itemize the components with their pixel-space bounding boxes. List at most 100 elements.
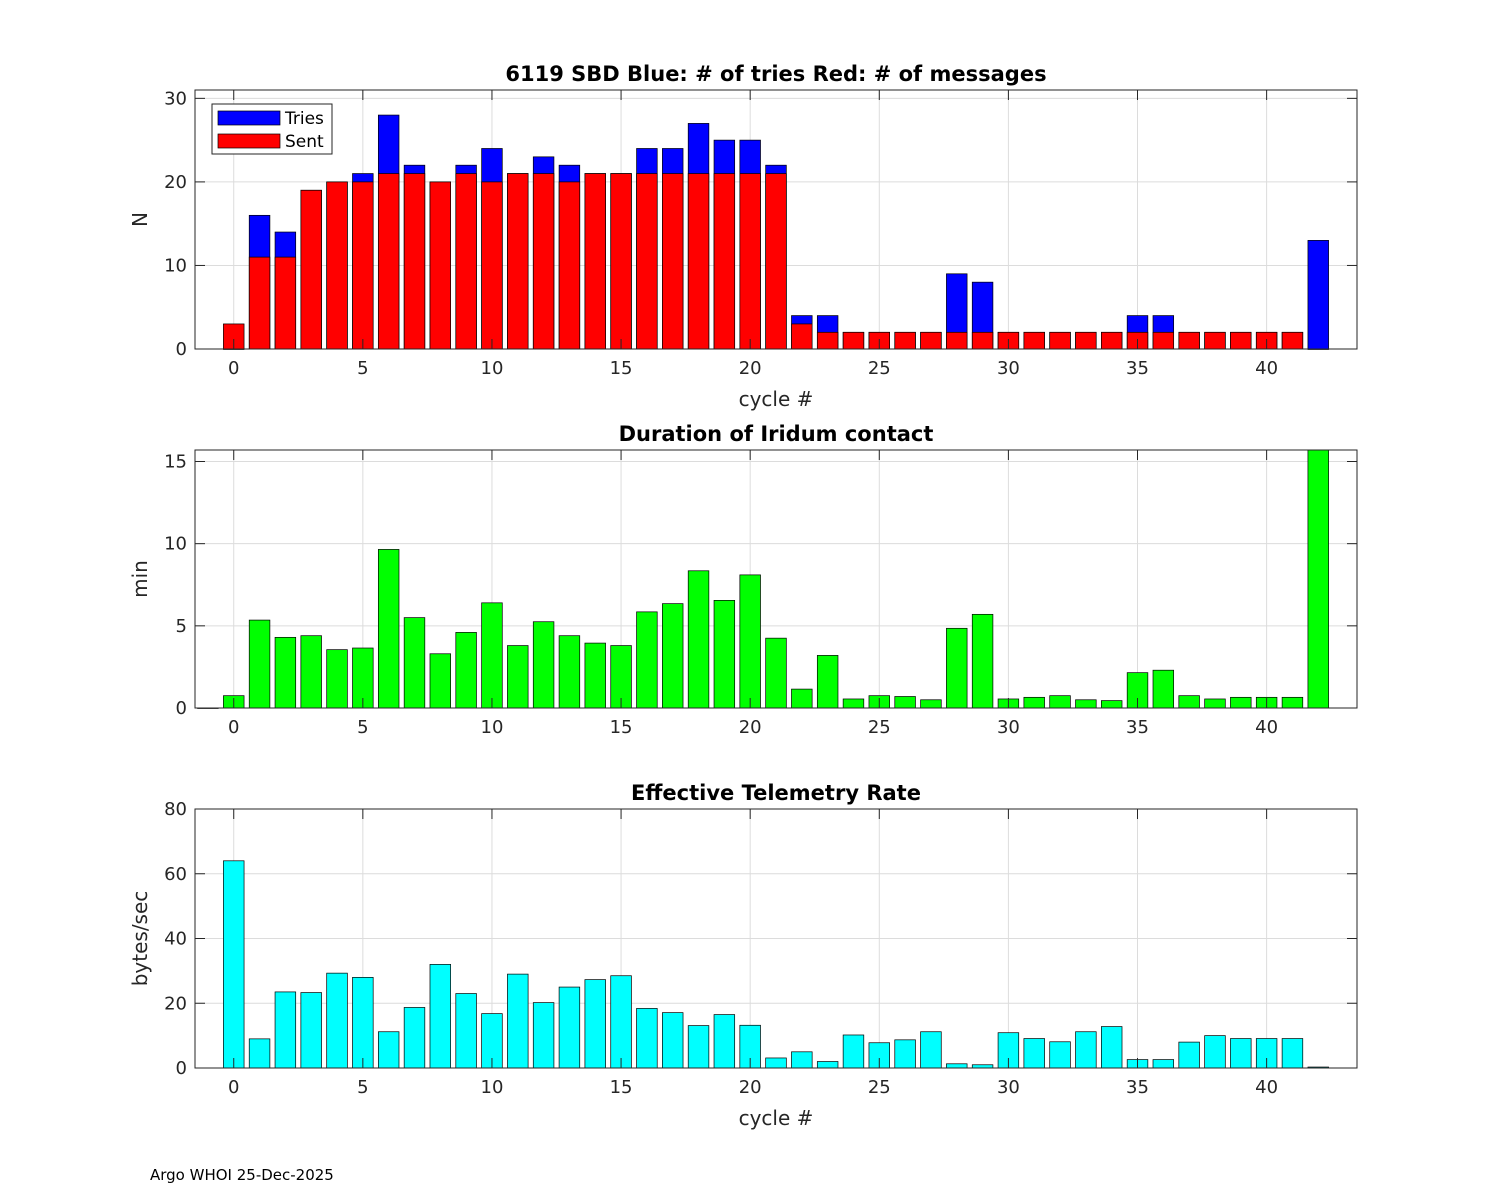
legend-label: Tries [284,109,324,129]
subplot-1: 0 5 10 15 20 25 30 35 40 0 10 20 30 6119 SBD Blue: # … [128,62,1358,411]
x-tick-label: 35 [1126,1077,1149,1098]
bar-duration [403,617,426,709]
x-axis-label: cycle # [739,1106,814,1130]
x-axis-label: cycle # [739,387,814,411]
x-tick-label: 40 [1255,358,1278,379]
bar-sent [403,173,426,350]
bar-duration [894,696,916,709]
bar-rate [532,1002,555,1069]
bar-duration [248,619,271,709]
bar-sent [1101,331,1123,350]
bar-sent [1023,331,1045,350]
bar-sent [920,331,942,350]
x-tick-label: 35 [1126,358,1149,379]
bar-rate [403,1007,426,1069]
bar-rate [636,1008,658,1069]
bar-sent [1281,331,1304,350]
x-tick-label: 0 [228,1077,239,1098]
bar-rate [455,993,477,1069]
bar-sent [300,189,322,350]
bar-sent [1204,331,1226,350]
bar-rate [274,991,297,1069]
bar-rate [791,1051,813,1069]
x-tick-label: 10 [481,1077,504,1098]
bar-rate [584,979,606,1069]
bar-duration [713,600,736,709]
bar-rate [610,975,632,1069]
bar-rate [1101,1026,1123,1069]
bar-sent [248,256,271,350]
bar-rate [326,972,348,1069]
y-tick-label: 20 [164,172,187,193]
legend-swatch [217,110,281,126]
bar-sent [377,173,400,350]
bar-duration [274,636,297,709]
bar-duration [1075,699,1097,709]
x-tick-label: 0 [228,358,239,379]
y-tick-label: 15 [164,452,187,473]
x-tick-label: 30 [997,717,1020,738]
bar-duration [636,611,658,709]
bar-duration [1023,696,1045,709]
bar-duration [1281,696,1304,709]
bar-duration [1204,698,1226,709]
bar-duration [1307,449,1329,709]
chart-title: Duration of Iridum contact [619,422,934,446]
bar-duration [1101,700,1123,709]
bar-duration [842,698,865,709]
bar-duration [584,642,606,709]
bar-sent [584,173,606,350]
chart-title: Effective Telemetry Rate [631,781,921,805]
bar-sent [842,331,865,350]
bar-sent [662,173,684,350]
y-tick-label: 60 [164,864,187,885]
bar-rate [507,973,529,1069]
bar-duration [429,653,451,709]
bar-rate [713,1014,736,1069]
bar-duration [532,621,555,709]
bar-sent [352,181,374,350]
bar-sent [1178,331,1200,350]
bar-duration [1049,695,1071,709]
bar-sent [1152,331,1175,350]
y-tick-label: 20 [164,993,187,1014]
bar-sent [610,173,632,350]
subplot-3: 0 5 10 15 20 25 30 35 40 0 20 40 60 80 Effective Telem… [128,781,1358,1130]
y-tick-label: 40 [164,929,187,950]
bar-sent [765,173,787,350]
bar-sent [274,256,297,350]
x-tick-label: 30 [997,1077,1020,1098]
bar-duration [1230,696,1252,709]
x-tick-label: 20 [739,358,762,379]
bar-duration [971,613,994,709]
x-tick-label: 15 [610,1077,633,1098]
footer-note: Argo WHOI 25-Dec-2025 [150,1166,334,1184]
bar-sent [894,331,916,350]
bar-duration [739,574,761,709]
bar-sent [791,323,813,350]
bar-rate [920,1031,942,1069]
bar-duration [1152,669,1175,709]
y-axis-label: N [128,212,152,227]
bar-rate [429,964,451,1069]
y-tick-label: 10 [164,534,187,555]
bar-sent [636,173,658,350]
legend-swatch [217,133,281,149]
x-tick-label: 40 [1255,717,1278,738]
bar-duration [558,635,581,709]
bar-rate [300,992,322,1069]
y-axis-label: min [128,560,152,598]
bar-rate [1049,1041,1071,1069]
bar-rate [662,1012,684,1069]
bar-duration [300,635,322,709]
bar-rate [248,1038,271,1069]
bar-rate [1023,1038,1045,1069]
bar-sent [946,331,968,350]
bar-sent [507,173,529,350]
bar-rate [1204,1035,1226,1069]
bar-sent [1075,331,1097,350]
bar-duration [481,602,503,709]
x-tick-label: 15 [610,717,633,738]
bar-sent [326,181,348,350]
x-tick-label: 20 [739,1077,762,1098]
